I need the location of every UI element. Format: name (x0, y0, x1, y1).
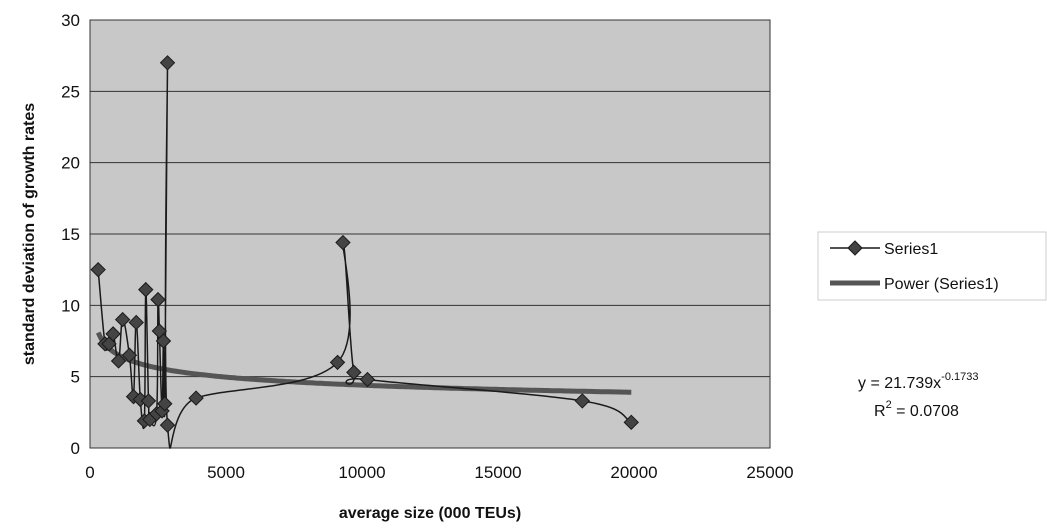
x-tick-label: 15000 (474, 463, 521, 482)
data-point (188, 390, 204, 406)
data-point (140, 393, 157, 409)
data-point (155, 333, 172, 349)
y-tick-label: 30 (61, 11, 80, 30)
x-axis-title: average size (000 TEUs) (339, 505, 521, 522)
data-point (346, 364, 362, 381)
legend-series1-label: Series1 (884, 241, 938, 258)
data-point (359, 371, 376, 388)
trend-equation: y = 21.739x-0.1733 (858, 371, 978, 392)
trend-equation-exponent: -0.1733 (941, 371, 978, 383)
y-tick-label: 15 (61, 225, 80, 244)
y-axis-ticks: 0 5 10 15 20 25 30 (61, 11, 80, 458)
trend-equation-main: y = 21.739x (858, 375, 941, 392)
trend-line (95, 331, 632, 395)
y-tick-label: 25 (61, 82, 80, 101)
y-tick-label: 0 (71, 439, 80, 458)
y-tick-label: 5 (71, 368, 80, 387)
r-squared-exponent: 2 (886, 399, 892, 411)
x-tick-label: 25000 (746, 463, 793, 482)
x-tick-label: 10000 (338, 463, 385, 482)
y-axis-title: standard deviation of growth rates (21, 103, 38, 365)
data-point (90, 261, 106, 278)
data-point (329, 354, 346, 371)
r-squared-label: R (874, 403, 886, 420)
data-point (574, 393, 591, 409)
x-tick-label: 5000 (207, 463, 245, 482)
x-tick-label: 0 (85, 463, 94, 482)
data-point (157, 396, 173, 412)
data-point (121, 347, 138, 363)
y-tick-label: 20 (61, 154, 80, 173)
legend-trend-label: Power (Series1) (884, 276, 999, 293)
legend-series1-marker (847, 240, 863, 256)
r-squared: R2 = 0.0708 (874, 399, 959, 420)
data-point (128, 314, 144, 331)
legend: Series1 Power (Series1) (817, 231, 1047, 301)
data-point (159, 55, 176, 71)
data-point (335, 234, 351, 251)
x-axis-ticks: 0 5000 10000 15000 20000 25000 (85, 463, 793, 482)
data-point (101, 336, 117, 352)
data-markers (90, 55, 639, 433)
data-point (159, 417, 176, 433)
r-squared-value: = 0.0708 (892, 403, 959, 420)
y-tick-label: 10 (61, 296, 80, 315)
data-point (105, 326, 121, 342)
data-point (114, 311, 131, 328)
data-point (138, 281, 154, 298)
data-point (110, 353, 127, 369)
x-tick-label: 20000 (610, 463, 657, 482)
data-point (623, 414, 639, 431)
data-point (150, 291, 166, 308)
